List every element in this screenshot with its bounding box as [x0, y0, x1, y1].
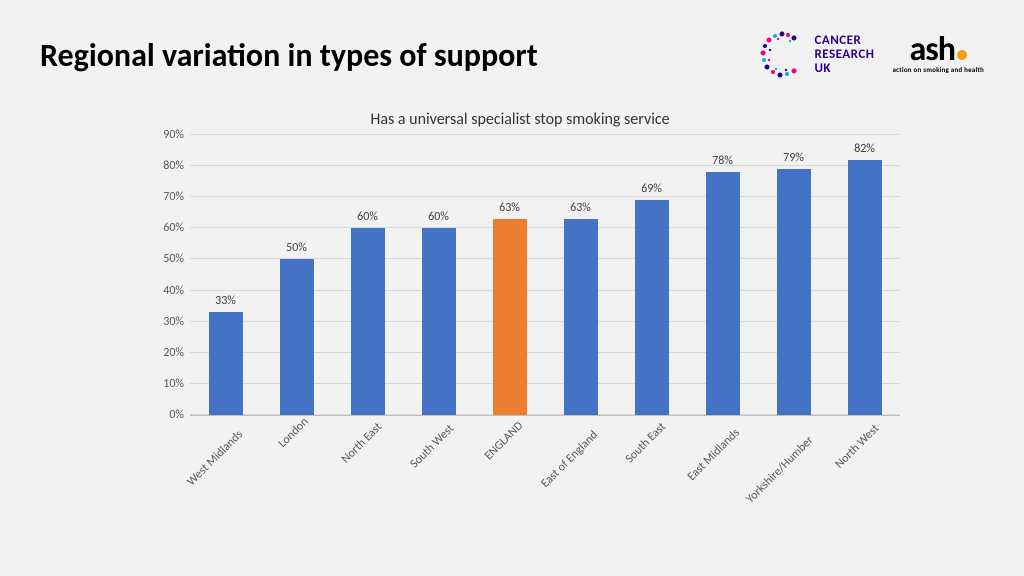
bar-value-label: 63%	[474, 201, 545, 215]
bar-slot: 69%	[616, 135, 687, 415]
y-tick-label: 90%	[163, 128, 184, 142]
header: Regional variation in types of support	[40, 30, 984, 80]
x-axis-line	[190, 415, 900, 416]
bar-value-label: 33%	[190, 294, 261, 308]
bar	[706, 172, 740, 415]
y-tick-label: 60%	[163, 221, 184, 235]
bar	[564, 219, 598, 415]
y-tick-label: 30%	[163, 315, 184, 329]
bar-slot: 63%	[545, 135, 616, 415]
bar	[635, 200, 669, 415]
cruk-c-icon	[756, 30, 806, 80]
bar-slot: 82%	[829, 135, 900, 415]
logos: CANCER RESEARCH UK ash action on smoking…	[756, 30, 984, 80]
bar	[280, 259, 314, 415]
cruk-logo: CANCER RESEARCH UK	[756, 30, 874, 80]
chart: Has a universal specialist stop smoking …	[140, 110, 900, 540]
x-tick-label: North West	[833, 422, 883, 472]
y-tick-label: 80%	[163, 159, 184, 173]
y-tick-label: 0%	[169, 408, 184, 422]
x-tick-label: Yorkshire/Humber	[744, 433, 817, 506]
x-tick-label: ENGLAND	[482, 419, 526, 463]
x-tick-label: South West	[407, 422, 456, 471]
cruk-text: CANCER RESEARCH UK	[814, 34, 874, 77]
bar-value-label: 78%	[687, 154, 758, 168]
bar-value-label: 50%	[261, 241, 332, 255]
x-tick-label: South East	[623, 420, 669, 466]
bar-slot: 79%	[758, 135, 829, 415]
ash-dot-icon	[957, 50, 967, 60]
bar-slot: 60%	[332, 135, 403, 415]
bar-slot: 60%	[403, 135, 474, 415]
cruk-line1: CANCER	[814, 34, 874, 48]
ash-main: ash	[909, 36, 967, 65]
bar-slot: 50%	[261, 135, 332, 415]
bars-container: 33%50%60%60%63%63%69%78%79%82%	[190, 135, 900, 415]
bar-value-label: 69%	[616, 182, 687, 196]
page-title: Regional variation in types of support	[40, 36, 538, 75]
bar	[777, 169, 811, 415]
y-tick-label: 50%	[163, 252, 184, 266]
x-tick-label: London	[276, 415, 312, 451]
bar-slot: 33%	[190, 135, 261, 415]
ash-logo: ash action on smoking and health	[892, 36, 984, 74]
bar	[493, 219, 527, 415]
bar-value-label: 79%	[758, 151, 829, 165]
bar-value-label: 82%	[829, 142, 900, 156]
cruk-line2: RESEARCH	[814, 48, 874, 62]
chart-title: Has a universal specialist stop smoking …	[140, 110, 900, 129]
y-tick-label: 10%	[163, 377, 184, 391]
plot-area: 0%10%20%30%40%50%60%70%80%90% 33%50%60%6…	[190, 135, 900, 415]
cruk-line3: UK	[814, 62, 874, 76]
bar	[351, 228, 385, 415]
y-axis: 0%10%20%30%40%50%60%70%80%90%	[140, 135, 190, 415]
bar	[209, 312, 243, 415]
y-tick-label: 20%	[163, 346, 184, 360]
bar	[848, 160, 882, 415]
bar-slot: 78%	[687, 135, 758, 415]
bar-slot: 63%	[474, 135, 545, 415]
ash-sub: action on smoking and health	[892, 65, 984, 74]
y-tick-label: 40%	[163, 284, 184, 298]
bar	[422, 228, 456, 415]
bar-value-label: 63%	[545, 201, 616, 215]
x-tick-label: East of England	[539, 428, 601, 490]
y-tick-label: 70%	[163, 190, 184, 204]
bar-value-label: 60%	[332, 210, 403, 224]
x-tick-label: East Midlands	[684, 426, 742, 484]
x-tick-label: West Midlands	[185, 428, 246, 489]
x-tick-label: North East	[339, 420, 385, 466]
bar-value-label: 60%	[403, 210, 474, 224]
